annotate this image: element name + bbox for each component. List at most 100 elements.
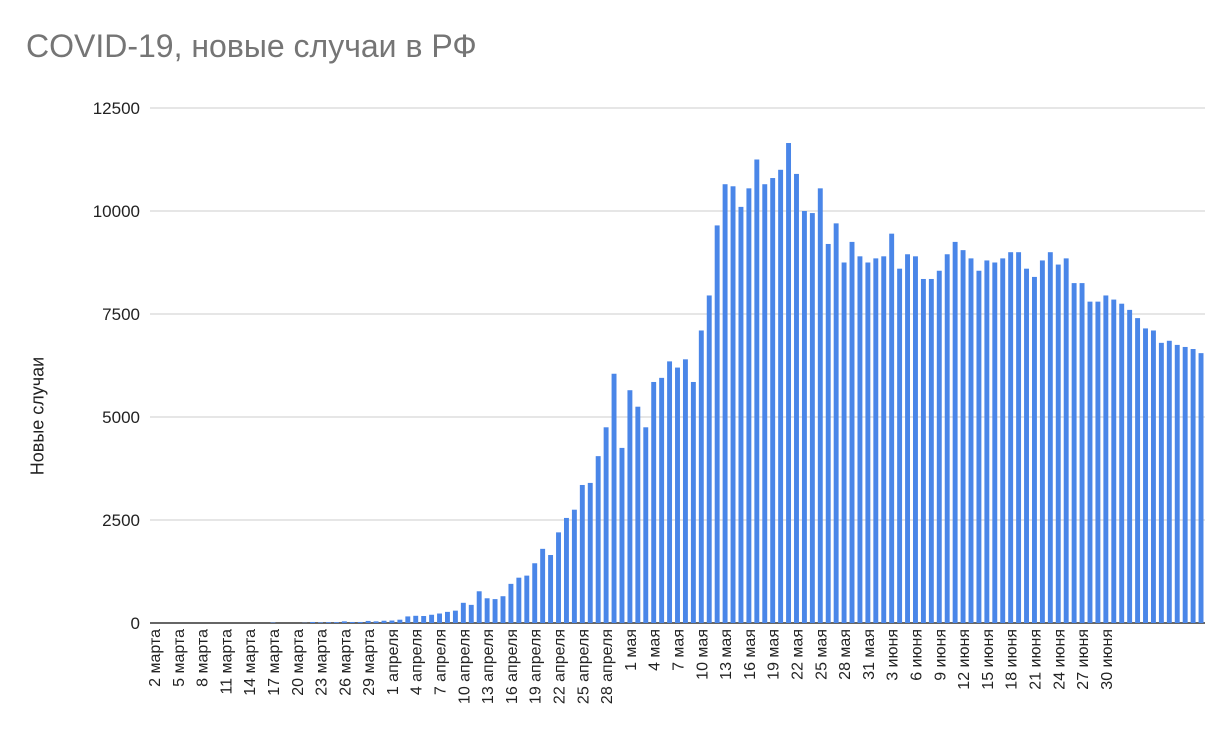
bar: [429, 614, 435, 623]
bar: [1135, 318, 1141, 623]
bar: [516, 577, 522, 623]
bar: [865, 262, 871, 623]
x-tick-label: 15 июня: [980, 629, 997, 690]
bar: [960, 250, 966, 623]
bar: [905, 254, 910, 623]
bar: [809, 213, 815, 623]
x-tick-label: 8 марта: [195, 629, 212, 687]
x-tick-label: 31 мая: [861, 629, 878, 680]
bar: [1143, 328, 1148, 623]
bar: [468, 604, 474, 623]
bar: [1008, 252, 1014, 623]
bar: [1087, 301, 1093, 623]
y-tick-label: 2500: [102, 511, 140, 530]
bar: [1024, 268, 1029, 623]
bar: [484, 598, 490, 623]
bar: [445, 611, 450, 623]
x-tick-label: 11 марта: [218, 629, 235, 695]
bar: [1198, 353, 1204, 623]
bar: [857, 256, 863, 623]
bar: [349, 621, 355, 623]
bar: [1158, 342, 1164, 623]
bar: [635, 406, 641, 623]
bar: [1047, 252, 1053, 623]
x-tick-label: 30 июня: [1099, 629, 1116, 690]
bar: [397, 619, 403, 623]
bar: [1127, 309, 1133, 623]
y-tick-label: 5000: [102, 408, 140, 427]
bar: [968, 258, 974, 623]
bar: [778, 169, 784, 624]
bar: [1190, 349, 1196, 623]
x-tick-label: 7 апреля: [433, 629, 450, 695]
bar: [682, 359, 688, 623]
bar: [571, 509, 577, 623]
bar: [841, 262, 847, 623]
bar: [825, 243, 831, 623]
bar: [579, 484, 585, 623]
bar: [1016, 252, 1022, 623]
bar: [889, 233, 895, 623]
x-tick-label: 4 апреля: [409, 629, 426, 695]
bar: [563, 517, 569, 623]
x-tick-label: 4 мая: [647, 629, 664, 671]
bar: [786, 143, 792, 623]
bar: [1150, 330, 1156, 623]
bar: [381, 620, 387, 623]
x-tick-label: 10 апреля: [456, 629, 473, 704]
bar: [722, 184, 728, 623]
bar: [738, 206, 744, 623]
bar: [357, 621, 363, 623]
bar: [1063, 258, 1069, 623]
bar: [920, 278, 926, 623]
x-tick-label: 28 мая: [837, 629, 854, 680]
x-tick-label: 7 мая: [671, 629, 688, 671]
bar: [928, 278, 934, 623]
bar: [595, 456, 601, 623]
x-tick-label: 13 апреля: [480, 629, 497, 704]
bar: [508, 583, 514, 623]
x-tick-label: 2 марта: [147, 629, 164, 687]
x-tick-label: 13 мая: [718, 629, 735, 680]
bar: [460, 602, 466, 623]
bar: [801, 211, 807, 623]
bar: [833, 223, 839, 624]
bar: [389, 620, 395, 623]
y-tick-label: 10000: [93, 202, 140, 221]
bar: [1055, 264, 1061, 623]
bar: [1174, 344, 1180, 623]
bar: [611, 373, 617, 623]
bar: [318, 622, 324, 623]
bar: [310, 621, 316, 623]
bar: [659, 377, 665, 623]
bar: [405, 616, 411, 623]
bar: [675, 367, 680, 623]
x-tick-label: 21 июня: [1027, 629, 1044, 690]
x-tick-label: 29 марта: [361, 629, 378, 696]
bar: [873, 258, 879, 623]
bar: [1119, 303, 1125, 623]
x-tick-label: 3 июня: [885, 629, 902, 681]
bar: [936, 270, 942, 623]
bar: [1095, 301, 1101, 623]
y-axis-ticks: 0 2500 5000 7500 10000 12500: [93, 99, 140, 633]
bar: [770, 178, 776, 624]
bar: [603, 427, 609, 623]
bar: [1182, 346, 1188, 623]
x-tick-label: 24 июня: [1051, 629, 1068, 690]
bar: [540, 548, 546, 623]
bar: [984, 260, 990, 623]
bar: [619, 447, 625, 623]
bar: [1032, 276, 1037, 623]
bar: [746, 188, 752, 623]
bar: [849, 241, 855, 623]
bar: [1000, 258, 1006, 623]
bar: [452, 610, 458, 623]
bar: [548, 555, 554, 623]
x-tick-label: 25 мая: [813, 629, 830, 680]
x-tick-label: 19 мая: [766, 629, 783, 680]
bar: [1103, 295, 1109, 623]
bar: [341, 621, 347, 623]
bar: [730, 186, 736, 623]
